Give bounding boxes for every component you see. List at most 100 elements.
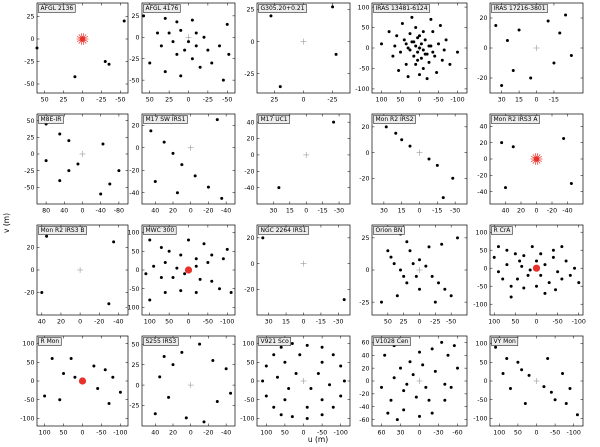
baseline-point (144, 272, 148, 276)
panel-label-box (491, 226, 513, 235)
x-tick-label: -20 (547, 208, 557, 215)
panel: 30 15 0 -15 20 0 -20 IRAS 17216-3801 (477, 2, 584, 104)
y-tick-label: -60 (359, 417, 369, 424)
x-tick-label: 0 (78, 319, 82, 326)
x-tick-label: -40 (221, 208, 231, 215)
baseline-point (449, 294, 453, 298)
panel: 100 50 0 -50 -100 100 50 0 -50 -100 MWC 300 (125, 224, 236, 326)
baseline-point (171, 276, 175, 279)
y-tick-label: 50 (131, 341, 139, 348)
baseline-point (148, 298, 152, 302)
panel: 100 50 0 -50 -100 100 50 0 -50 -100 VY Mon (473, 335, 584, 437)
y-tick-label: 100 (22, 341, 34, 348)
baseline-point (543, 263, 547, 267)
baseline-point (389, 255, 393, 259)
baseline-point (547, 281, 551, 285)
panel-label-box (491, 337, 519, 346)
panel-label: S255 IRS3 (146, 338, 177, 345)
baseline-point (279, 345, 283, 349)
baseline-point (96, 387, 100, 390)
baseline-point (556, 270, 560, 274)
x-tick-label: 0 (80, 430, 84, 437)
panel-frame (256, 113, 351, 205)
baseline-point (568, 387, 572, 390)
x-tick-label: 20 (57, 319, 65, 326)
x-tick-label: 30 (396, 430, 404, 437)
baseline-point (452, 344, 456, 348)
x-tick-label: -60 (452, 430, 462, 437)
panel-label: V921 Sco (261, 338, 290, 345)
panel-label-box (258, 337, 291, 346)
y-tick-label: 20 (131, 122, 139, 129)
panel-label: V1028 Cen (376, 338, 409, 345)
baseline-point (221, 257, 225, 261)
baseline-point (331, 5, 335, 9)
baseline-point (402, 389, 406, 393)
panel: 30 15 0 -15 -30 20 0 -20 NGC 2264 IRS1 (244, 224, 351, 326)
panel: 60 30 0 -30 -60 60 40 20 0 -20 -40 -60 V1028 Cen (359, 335, 468, 437)
x-tick-label: -30 (450, 208, 460, 215)
baseline-point (218, 44, 221, 48)
x-tick-label: -50 (115, 97, 125, 104)
highlight-marker (79, 36, 86, 42)
baseline-point (505, 39, 509, 42)
baseline-point (58, 398, 62, 402)
baseline-point (427, 398, 431, 402)
baseline-point (546, 357, 550, 360)
baseline-point (562, 137, 566, 141)
y-tick-label: 0 (483, 45, 487, 52)
highlight-cluster (76, 33, 89, 45)
highlight-cluster (530, 153, 543, 165)
y-tick-label: 40 (246, 119, 254, 126)
y-tick-label: 50 (26, 359, 34, 366)
baseline-point (92, 364, 96, 368)
y-tick-label: -40 (359, 404, 369, 411)
x-tick-label: 0 (186, 319, 190, 326)
y-tick-label: 50 (26, 118, 34, 125)
y-tick-label: 20 (26, 245, 34, 252)
panel-frame (141, 335, 236, 427)
baseline-point (58, 179, 62, 183)
baseline-point (500, 84, 504, 87)
baseline-point (523, 402, 527, 405)
y-tick-label: -40 (244, 185, 254, 192)
baseline-point (111, 375, 115, 379)
x-tick-label: -15 (432, 208, 442, 215)
baseline-point (517, 28, 521, 32)
baseline-point (520, 264, 524, 268)
x-tick-label: 0 (534, 430, 538, 437)
y-tick-label: 50 (131, 248, 139, 255)
baseline-point (283, 398, 287, 402)
baseline-point (421, 66, 425, 70)
x-tick-label: -25 (203, 97, 213, 104)
x-tick-label: 0 (534, 208, 538, 215)
x-tick-label: -100 (567, 430, 581, 437)
baseline-point (62, 372, 66, 375)
baseline-point (508, 387, 512, 390)
x-tick-label: 100 (260, 430, 272, 437)
baseline-point (190, 18, 194, 22)
y-tick-label: 100 (127, 230, 139, 237)
baseline-point (402, 38, 406, 42)
panel: 40 20 0 -20 -40 20 0 -20 Mon R2 IRS3 B (24, 224, 129, 326)
baseline-point (76, 162, 80, 166)
baseline-point (190, 57, 194, 61)
baseline-point (225, 247, 229, 251)
baseline-point (406, 75, 410, 79)
x-tick-label: 15 (515, 97, 523, 104)
baseline-point (220, 196, 224, 200)
baseline-point (554, 288, 558, 292)
y-tick-label: -50 (24, 397, 34, 404)
baseline-point (58, 132, 62, 136)
y-tick-label: 0 (365, 267, 369, 274)
panel-label: IRAS 13481-6124 (376, 5, 428, 12)
x-tick-label: -30 (333, 319, 343, 326)
panel-label-box (143, 115, 188, 124)
y-tick-label: 20 (246, 235, 254, 242)
baseline-point (117, 169, 121, 173)
panel-label-box (258, 226, 309, 235)
y-tick-label: 60 (361, 340, 369, 347)
x-tick-label: -40 (221, 430, 231, 437)
panel: 40 20 0 -20 -40 20 0 -20 -40 M17 SW IRS1 (129, 113, 236, 215)
y-tick-label: 0 (135, 34, 139, 41)
